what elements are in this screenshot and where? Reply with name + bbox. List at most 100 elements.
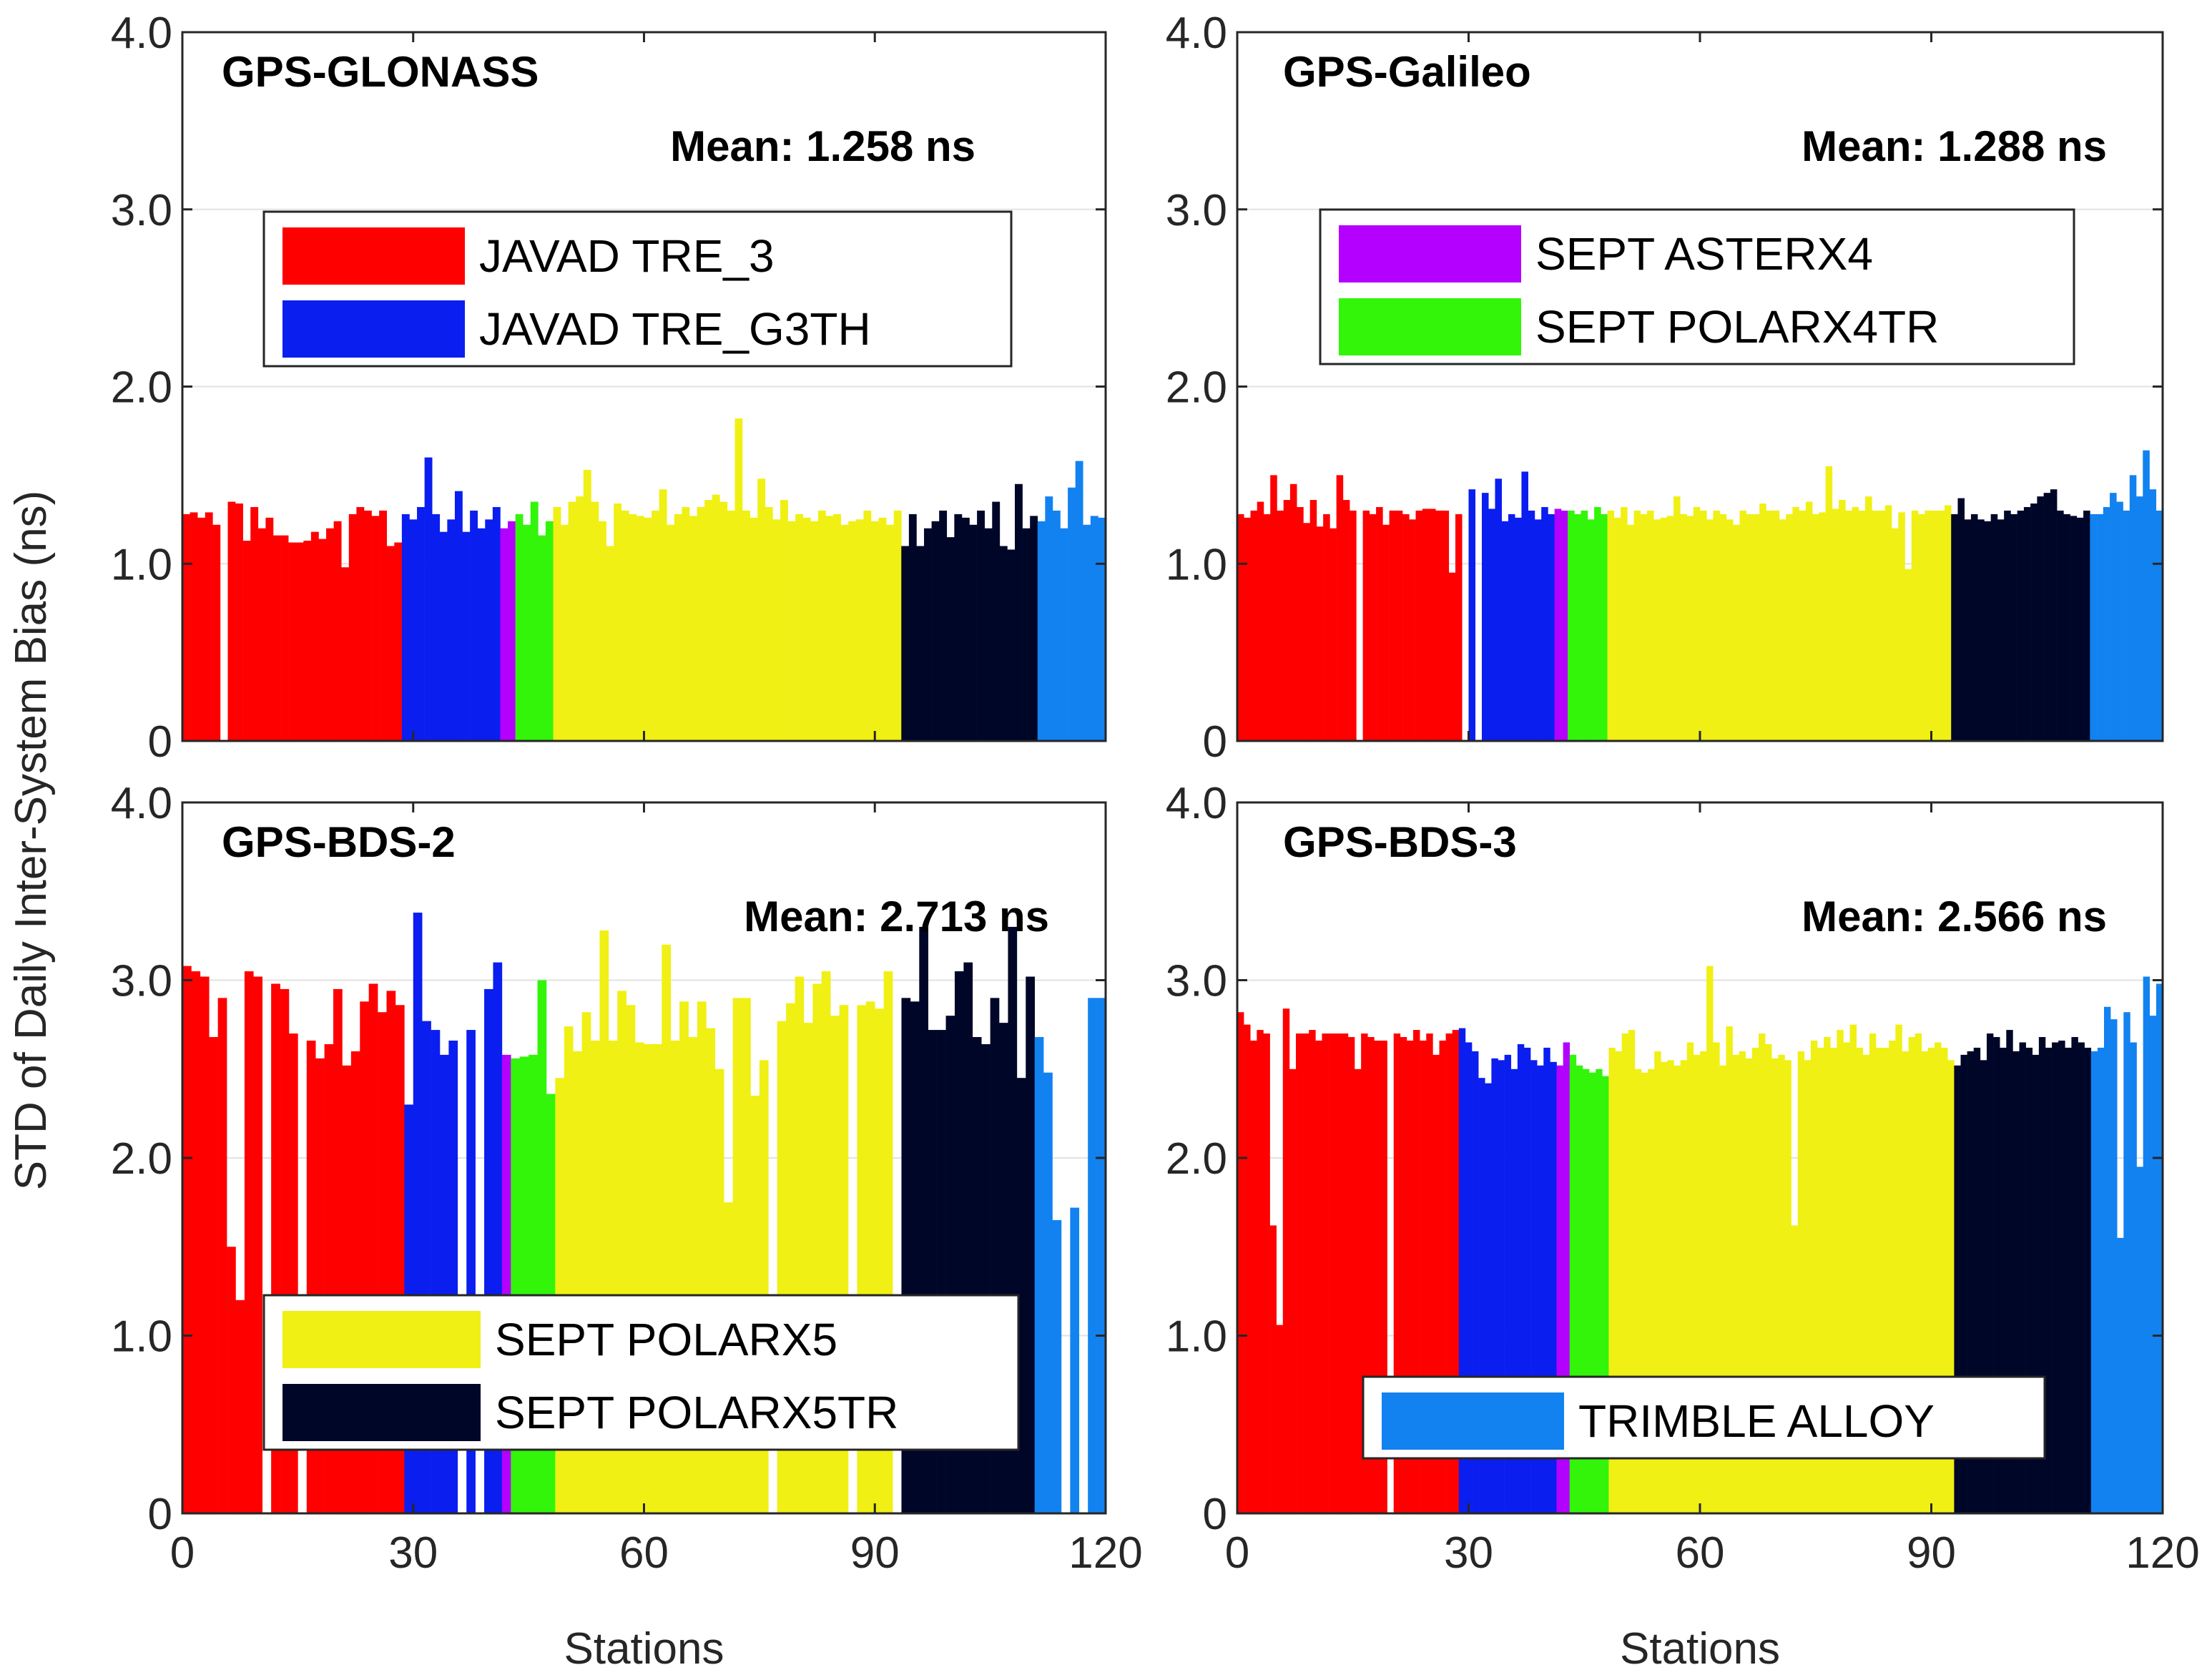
bar — [2019, 1042, 2026, 1513]
bar — [1537, 1065, 1544, 1513]
bar — [1771, 1058, 1779, 1513]
legend-label: SEPT POLARX4TR — [1535, 301, 1939, 353]
bar — [272, 535, 281, 741]
bar — [742, 510, 750, 741]
legend-swatch — [282, 1384, 481, 1441]
bar — [848, 521, 857, 741]
bar — [1350, 510, 1357, 741]
bar — [1640, 514, 1648, 741]
bar — [257, 528, 266, 741]
legend-swatch — [282, 1311, 481, 1368]
bar — [1778, 1054, 1785, 1513]
bar — [1927, 1047, 1935, 1513]
bar — [470, 510, 478, 741]
legend-swatch — [1339, 225, 1521, 283]
bar — [1941, 1047, 1948, 1513]
bar — [719, 501, 728, 741]
bar — [1257, 1030, 1264, 1513]
bar — [886, 524, 895, 741]
y-tick-label: 3.0 — [1166, 186, 1227, 235]
bar — [1931, 510, 1939, 741]
bar — [235, 1300, 245, 1513]
bar — [1765, 1043, 1772, 1513]
bar — [212, 524, 221, 741]
bar — [492, 506, 501, 741]
bar — [1413, 1030, 1420, 1513]
bar — [1495, 478, 1503, 741]
bar — [1478, 1078, 1485, 1513]
bar — [1389, 510, 1397, 741]
bar — [417, 506, 425, 741]
bar — [191, 971, 201, 1513]
bar — [235, 503, 243, 741]
bar — [1445, 1033, 1453, 1513]
bar — [1862, 1054, 1870, 1513]
bar — [515, 514, 524, 741]
bar — [1355, 1069, 1362, 1513]
bar — [2103, 506, 2110, 741]
bar — [2000, 1047, 2007, 1513]
bar — [1250, 1040, 1257, 1513]
bar — [2071, 1037, 2078, 1513]
bar — [1263, 1033, 1270, 1513]
bar — [1786, 514, 1793, 741]
bar — [1766, 510, 1773, 741]
bar — [1914, 1033, 1922, 1513]
bar — [833, 514, 841, 741]
bar — [1015, 483, 1023, 741]
bar — [802, 517, 811, 741]
bar — [326, 528, 334, 741]
legend-swatch — [1339, 298, 1521, 355]
bar — [1083, 524, 1091, 741]
bar — [310, 531, 319, 741]
bar — [749, 517, 758, 741]
bar — [1621, 1033, 1629, 1513]
bar — [454, 491, 463, 741]
bar — [363, 510, 372, 741]
bar — [447, 519, 456, 741]
bar — [969, 524, 978, 741]
x-tick-label: 120 — [2125, 1528, 2199, 1578]
chart-panel: 0 1.0 2.0 3.0 4.0 GPS-GLONASS Mean: 1.258 ns JA… — [111, 9, 1107, 767]
bar — [2097, 1047, 2105, 1513]
bar — [1759, 503, 1766, 741]
bar — [1973, 1047, 1981, 1513]
x-tick-label: 60 — [619, 1528, 669, 1578]
bar — [1587, 519, 1595, 741]
bar — [288, 542, 297, 741]
panel-title: GPS-BDS-3 — [1283, 818, 1517, 866]
panel-title: GPS-GLONASS — [222, 48, 539, 96]
bar — [1954, 1065, 1961, 1513]
bar — [1882, 1047, 1889, 1513]
bar — [1817, 1047, 1824, 1513]
bar — [182, 514, 190, 741]
bar — [1309, 500, 1317, 741]
bar — [1621, 506, 1628, 741]
bar — [1582, 1069, 1590, 1513]
bar — [1322, 1033, 1329, 1513]
bar — [205, 512, 213, 741]
chart-panel: 0 1.0 2.0 3.0 4.0 0 30 60 90 120 Stations GPS-BDS-2… — [111, 779, 1143, 1674]
bar — [2065, 1047, 2072, 1513]
bar — [795, 514, 804, 741]
bar — [568, 501, 576, 741]
bar — [1309, 1030, 1316, 1513]
bar — [1568, 510, 1575, 741]
bar — [1334, 1033, 1342, 1513]
bar — [1336, 475, 1344, 741]
bar — [1967, 1051, 1975, 1513]
bar — [1030, 516, 1038, 741]
bar — [2096, 514, 2104, 741]
bar — [1596, 1069, 1603, 1513]
bar — [1458, 1028, 1466, 1513]
bar — [1523, 1047, 1531, 1513]
bar — [1601, 514, 1608, 741]
bar — [553, 506, 561, 741]
bar — [1845, 510, 1852, 741]
bar — [1034, 1037, 1044, 1513]
bar — [1824, 1037, 1831, 1513]
bar — [984, 528, 993, 741]
bar — [652, 510, 659, 741]
bar — [1517, 1043, 1525, 1513]
bar — [2063, 514, 2070, 741]
